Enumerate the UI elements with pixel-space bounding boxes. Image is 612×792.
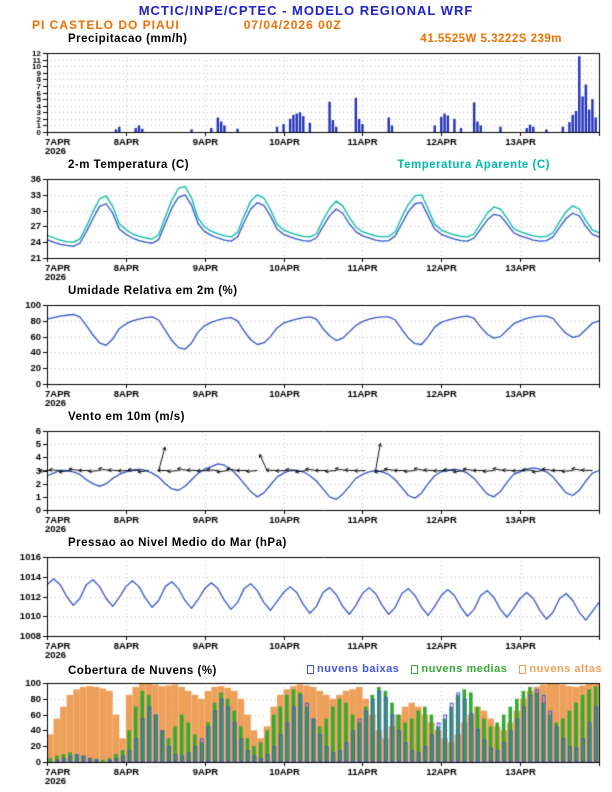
legend-cloud-mid: nuvens medias (411, 663, 507, 675)
panel-title-wind: Vento em 10m (m/s) (68, 411, 186, 423)
panel-title-temperature: 2-m Temperatura (C) (68, 159, 190, 171)
pressure-chart (3, 552, 609, 662)
panel-title-humidity: Umidade Relativa em 2m (%) (68, 285, 238, 297)
panel-title-pressure: Pressao ao Nivel Medio do Mar (hPa) (68, 537, 287, 549)
temperature-chart (3, 174, 609, 284)
panel-header-precipitation: Precipitacao (mm/h) 41.5525W 5.3222S 239… (0, 33, 612, 48)
panel-header-cloud-cover: Cobertura de Nuvens (%) nuvens baixas nu… (0, 663, 612, 678)
run-datetime: 07/04/2026 00Z (243, 18, 342, 32)
station-name: PI CASTELO DO PIAUI (32, 18, 180, 32)
station-coordinates: 41.5525W 5.3222S 239m (420, 33, 562, 45)
legend-cloud-low: nuvens baixas (307, 663, 399, 675)
cloud-mid-swatch-icon (411, 664, 419, 674)
legend-cloud-mid-label: nuvens medias (421, 663, 508, 675)
apparent-temperature-label: Temperatura Aparente (C) (397, 159, 550, 171)
cloud-legend: nuvens baixas nuvens medias nuvens altas (307, 663, 602, 675)
legend-cloud-high-label: nuvens altas (529, 663, 602, 675)
station-header: PI CASTELO DO PIAUI 07/04/2026 00Z (0, 18, 612, 32)
panel-title-cloud-cover: Cobertura de Nuvens (%) (68, 664, 217, 677)
humidity-chart (3, 300, 609, 410)
cloud-low-swatch-icon (307, 664, 315, 674)
panel-header-humidity: Umidade Relativa em 2m (%) (0, 285, 612, 300)
cloud-high-swatch-icon (519, 664, 527, 674)
panel-header-wind: Vento em 10m (m/s) (0, 411, 612, 426)
panel-header-temperature: 2-m Temperatura (C) Temperatura Aparente… (0, 159, 612, 174)
panel-title-precipitation: Precipitacao (mm/h) (68, 33, 188, 45)
legend-cloud-high: nuvens altas (519, 663, 602, 675)
panel-header-pressure: Pressao ao Nivel Medio do Mar (hPa) (0, 537, 612, 552)
wind-chart (3, 426, 609, 536)
legend-cloud-low-label: nuvens baixas (317, 663, 400, 675)
precipitation-chart (3, 48, 609, 158)
model-title: MCTIC/INPE/CPTEC - MODELO REGIONAL WRF (138, 3, 474, 18)
cloud-cover-chart (3, 678, 609, 788)
